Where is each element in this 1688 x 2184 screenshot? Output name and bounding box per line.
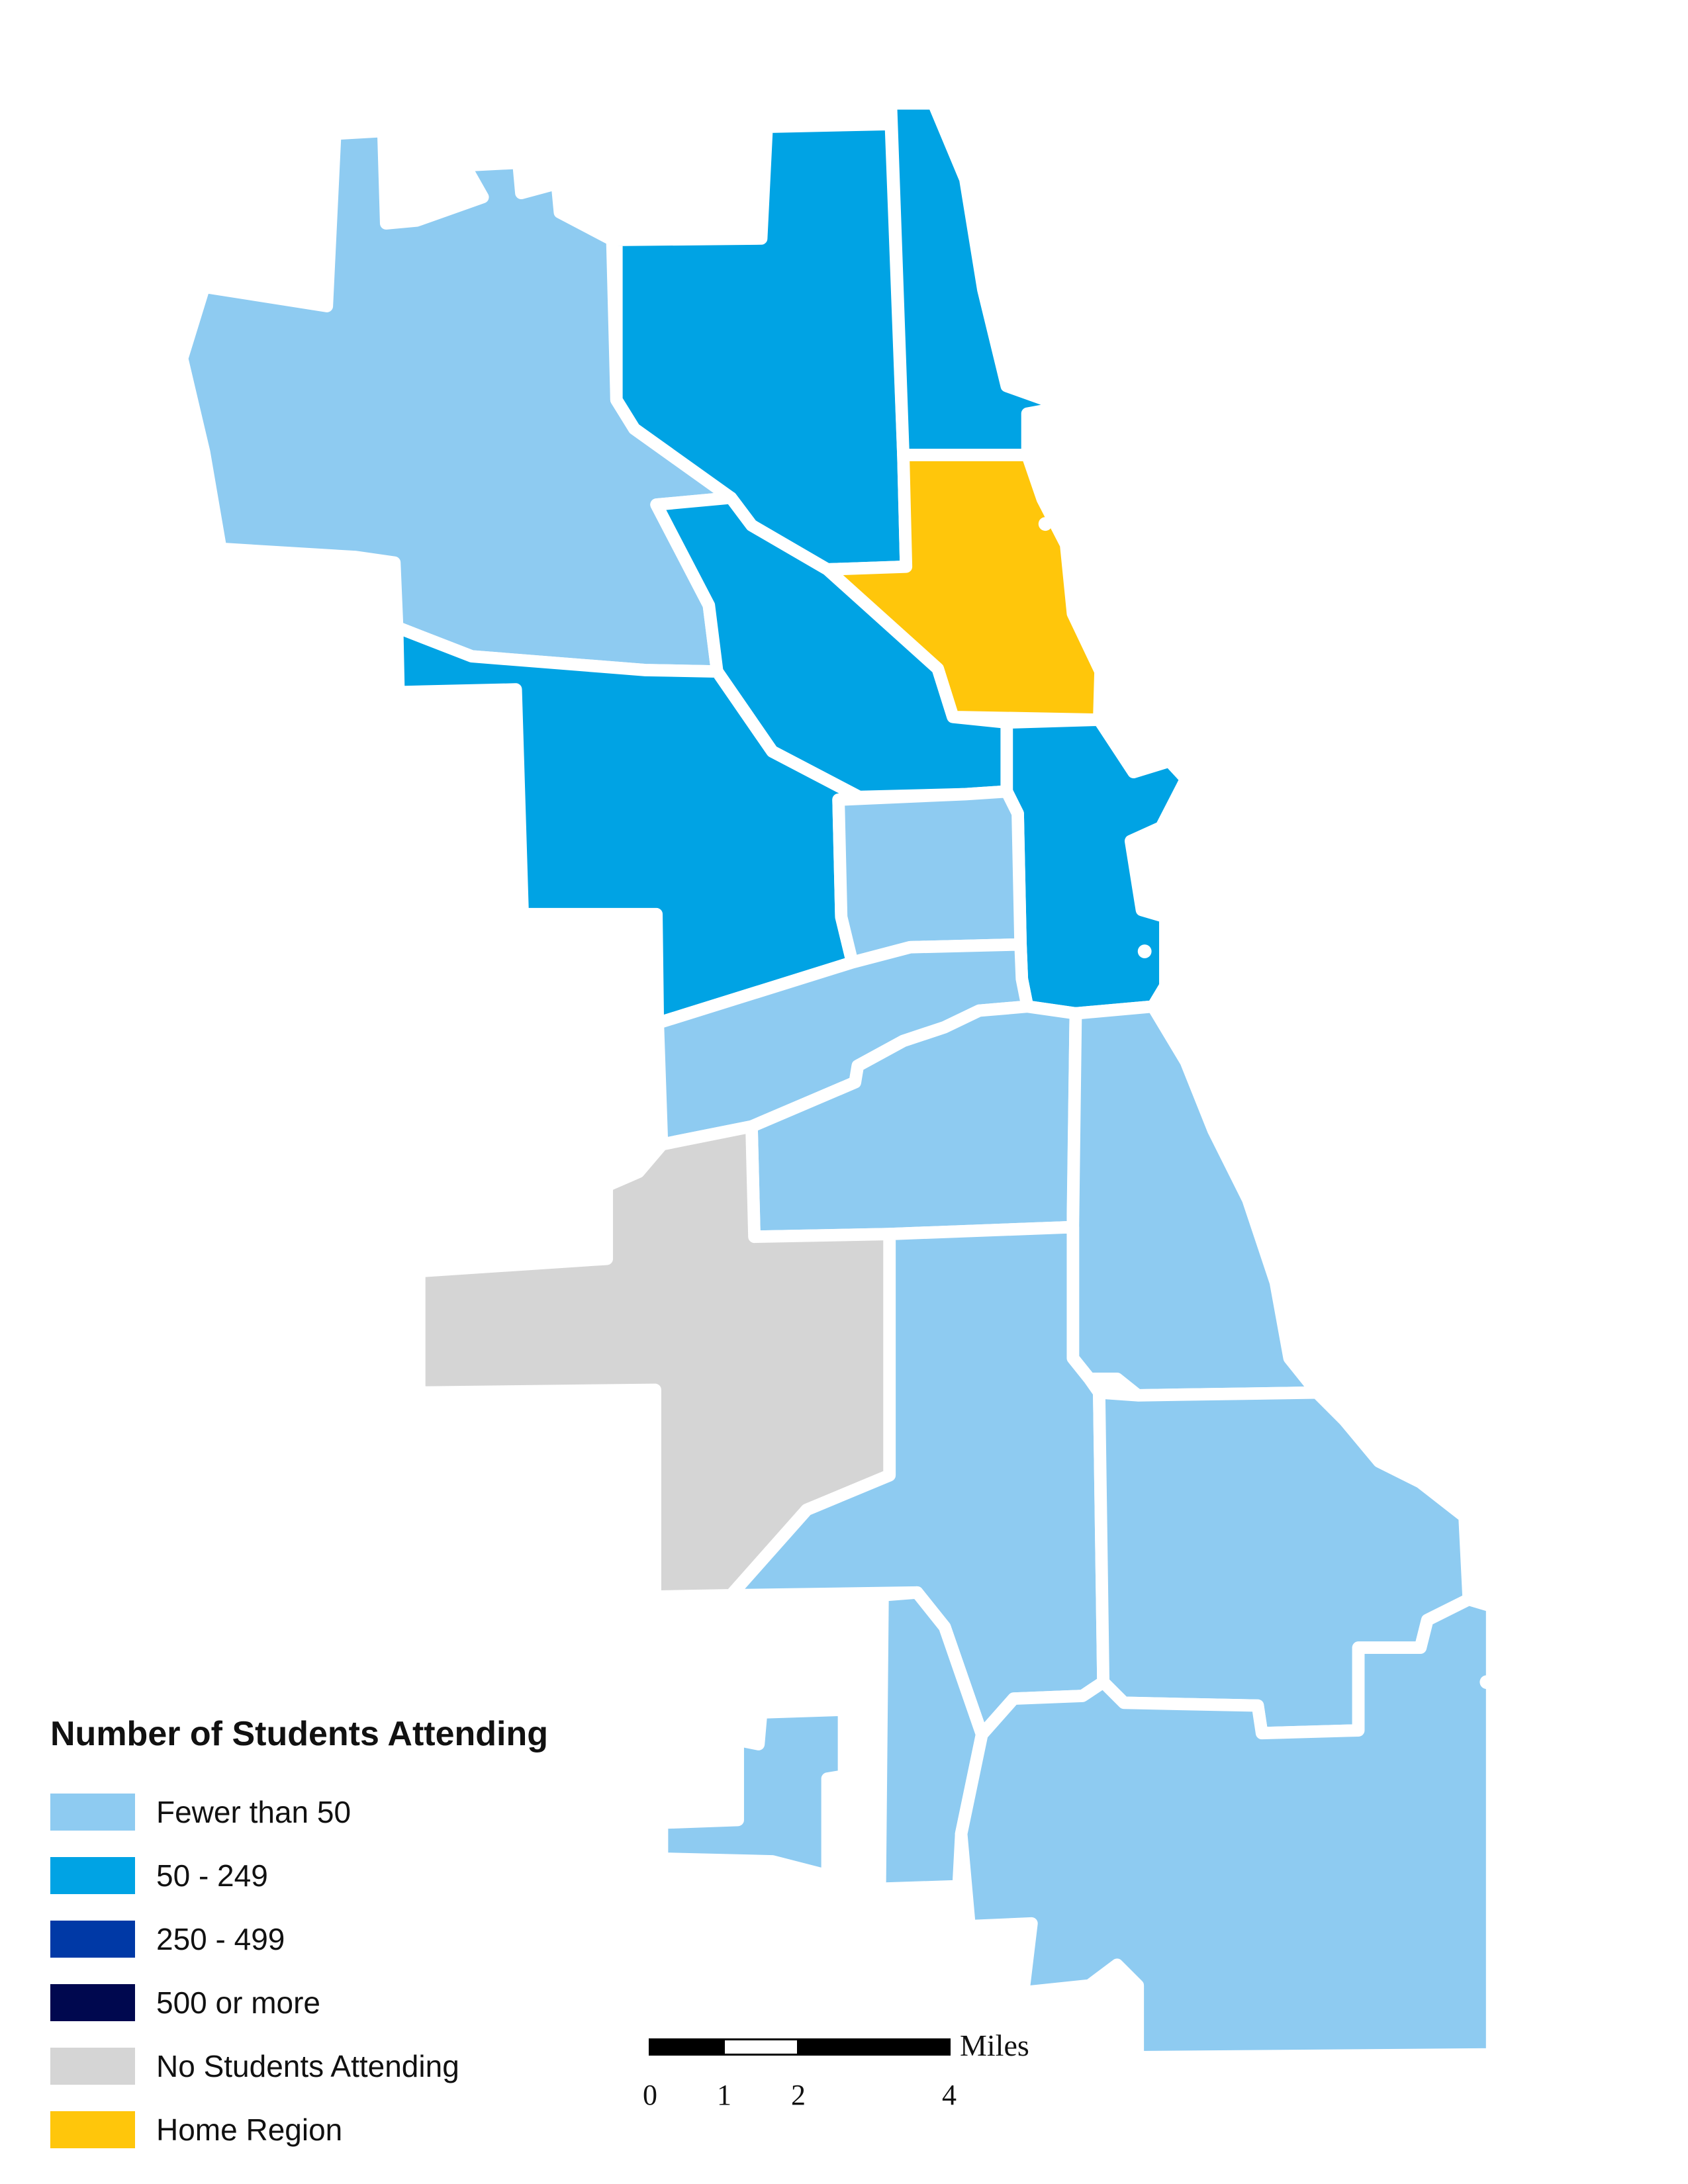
legend-title: Number of Students Attending [50, 1715, 549, 1753]
legend-item: 50 - 249 [50, 1844, 548, 1907]
scale-tick-label: 1 [717, 2079, 731, 2111]
region-near-north-lakefront[interactable] [1000, 713, 1193, 1020]
legend-item: Home Region [50, 2098, 548, 2161]
scale-bar-segment [723, 2038, 801, 2056]
scale-tick-label: 0 [643, 2079, 657, 2111]
legend-label: 50 - 249 [156, 1858, 268, 1893]
region-near-west[interactable] [832, 785, 1027, 969]
legend-swatch [50, 1794, 135, 1831]
legend-swatch [50, 2111, 135, 2148]
legend-swatch [50, 1921, 135, 1958]
legend-label: Home Region [156, 2113, 343, 2147]
legend: Number of Students Attending Fewer than … [50, 1714, 548, 2161]
legend-swatch [50, 1984, 135, 2021]
legend-item: 500 or more [50, 1971, 548, 2034]
legend-item: 250 - 499 [50, 1907, 548, 1971]
region-far-south[interactable] [955, 1593, 1499, 2064]
legend-label: Fewer than 50 [156, 1795, 352, 1829]
legend-swatch [50, 2048, 135, 2085]
scale-tick-label: 4 [942, 2079, 957, 2111]
scale-bar-segment [797, 2038, 951, 2056]
legend-swatch [50, 1857, 135, 1894]
legend-item: No Students Attending [50, 2034, 548, 2098]
legend-label: 500 or more [156, 1985, 321, 2020]
scale-tick-label: 2 [791, 2079, 806, 2111]
lakefront-detail [998, 336, 1494, 1690]
legend-label: 250 - 499 [156, 1922, 285, 1956]
region-south-lakefront[interactable] [1066, 1000, 1323, 1402]
legend-label: No Students Attending [156, 2049, 459, 2083]
region-far-north-lakefront[interactable] [884, 97, 1071, 461]
scale-unit-label: Miles [960, 2028, 1029, 2062]
region-far-south-southwest[interactable] [655, 1586, 988, 1895]
scale-bar-segment [649, 2038, 727, 2056]
region-home[interactable] [821, 449, 1107, 726]
legend-item: Fewer than 50 [50, 1780, 548, 1844]
